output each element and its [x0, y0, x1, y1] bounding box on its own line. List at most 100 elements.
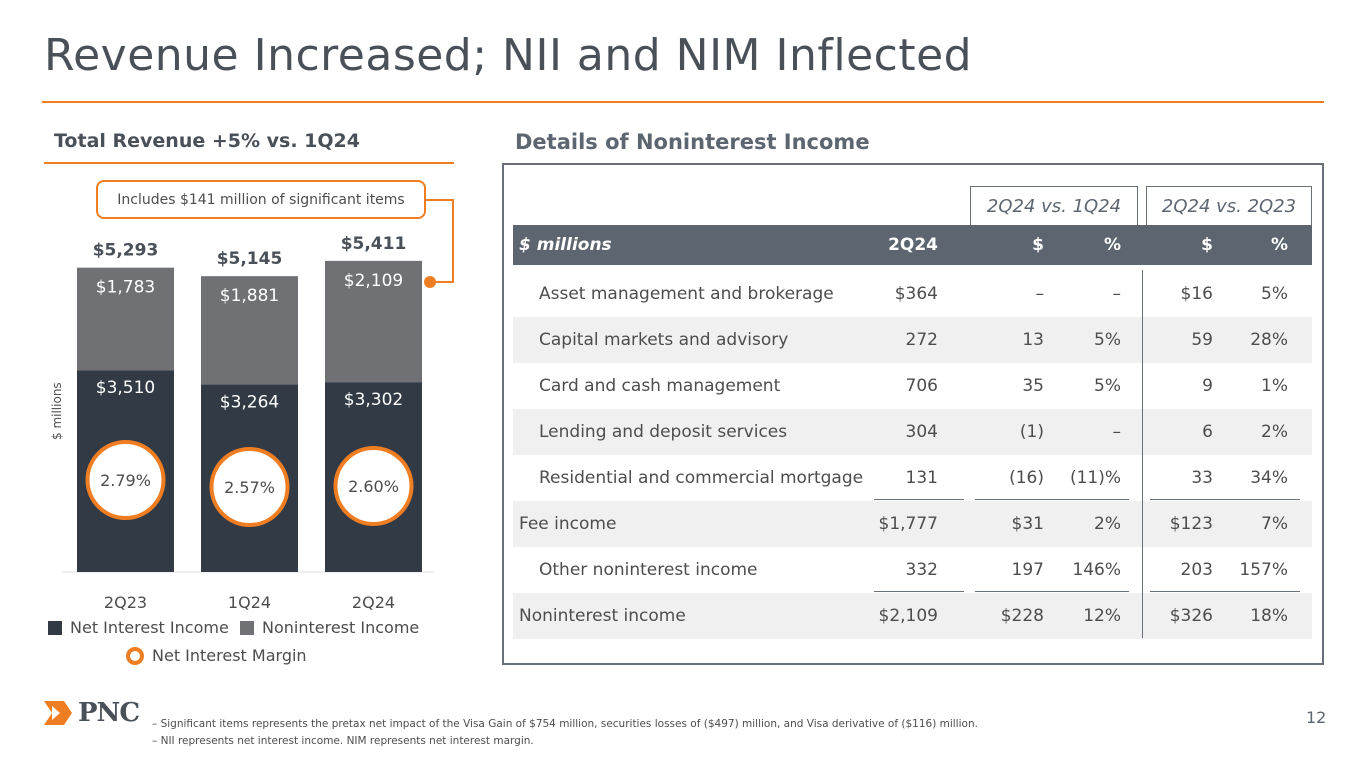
cell-pct-1q: (11)% [1069, 468, 1121, 488]
subtotal-underline [874, 499, 964, 500]
row-label: Capital markets and advisory [539, 330, 789, 350]
footnote-1: – Significant items represents the preta… [152, 718, 978, 730]
bar-noninterest [77, 267, 174, 371]
legend-noninterest-swatch [240, 620, 254, 635]
cell-2q24: 304 [905, 422, 938, 442]
header-units: $ millions [519, 235, 612, 255]
cell-dollar-2q: $123 [1169, 514, 1213, 534]
cell-dollar-1q: $31 [1011, 514, 1044, 534]
x-tick-label: 2Q23 [104, 593, 147, 612]
legend-nim-ring-icon [126, 646, 144, 665]
legend-nim: Net Interest Margin [126, 646, 307, 665]
legend-noninterest: Noninterest Income [240, 618, 419, 637]
cell-dollar-1q: – [1035, 284, 1045, 304]
x-tick-label: 2Q24 [352, 593, 395, 612]
cell-pct-1q: – [1112, 422, 1122, 442]
significant-items-callout: Includes $141 million of significant ite… [96, 180, 426, 219]
total-underline [874, 591, 964, 592]
cell-pct-1q: 5% [1094, 330, 1121, 350]
cell-pct-2q: 157% [1239, 560, 1288, 580]
cell-2q24: 332 [905, 560, 938, 580]
table-row-total: Noninterest income $2,109 $228 12% $326 … [513, 593, 1312, 639]
column-separator [1142, 270, 1143, 638]
table-row: Asset management and brokerage $364 – – … [513, 271, 1312, 317]
bar-nii-label: $3,510 [96, 378, 155, 398]
cell-dollar-1q: 197 [1011, 560, 1044, 580]
revenue-chart: $5,293 $1,783 $3,510 2.79% 2Q23 $5,145 $1,881 $… [62, 234, 434, 612]
cell-dollar-2q: 9 [1202, 376, 1213, 396]
bar-total-label: $5,145 [217, 249, 283, 269]
cell-dollar-1q: 13 [1022, 330, 1044, 350]
chart-heading-divider [44, 162, 454, 164]
callout-connector-dot [424, 276, 436, 288]
cell-dollar-1q: (1) [1019, 422, 1044, 442]
cell-pct-2q: 7% [1261, 514, 1288, 534]
table-row-subtotal: Fee income $1,777 $31 2% $123 7% [513, 501, 1312, 547]
row-label: Residential and commercial mortgage [539, 468, 864, 488]
cell-2q24: 131 [905, 468, 938, 488]
bar-nii-label: $3,302 [344, 390, 403, 410]
table-row: Lending and deposit services 304 (1) – 6… [513, 409, 1312, 455]
row-label: Lending and deposit services [539, 422, 788, 442]
bar-noninterest [201, 276, 298, 385]
bar-total-label: $5,293 [93, 241, 159, 261]
legend-nim-label: Net Interest Margin [152, 646, 307, 665]
cell-2q24: $364 [894, 284, 938, 304]
header-dollar-2q: $ [1201, 235, 1213, 255]
row-label: Card and cash management [539, 376, 781, 396]
legend-nii-label: Net Interest Income [70, 618, 229, 637]
bar-noninterest [325, 260, 422, 383]
cell-pct-2q: 2% [1261, 422, 1288, 442]
row-label: Noninterest income [519, 606, 686, 626]
row-label: Fee income [519, 514, 617, 534]
legend-nii-swatch [48, 620, 62, 635]
legend-nii: Net Interest Income [48, 618, 229, 637]
table-panel [502, 163, 1324, 665]
subtotal-underline [975, 499, 1129, 500]
cell-dollar-1q: $228 [1000, 606, 1044, 626]
pnc-logo-mark-icon [44, 701, 72, 725]
callout-connector [426, 199, 454, 201]
cell-2q24: 272 [905, 330, 938, 350]
cell-2q24: 706 [905, 376, 938, 396]
total-underline [975, 591, 1129, 592]
cell-pct-1q: 12% [1083, 606, 1121, 626]
pnc-logo-text: PNC [78, 698, 140, 728]
cell-pct-2q: 5% [1261, 284, 1288, 304]
bar-noninterest-label: $2,109 [344, 271, 403, 291]
group-header-vs-1q24: 2Q24 vs. 1Q24 [970, 186, 1138, 226]
header-2q24: 2Q24 [888, 235, 938, 255]
callout-connector [430, 281, 454, 283]
page-number: 12 [1306, 708, 1327, 727]
nim-label: 2.57% [224, 478, 275, 497]
cell-dollar-2q: 203 [1180, 560, 1213, 580]
table-heading: Details of Noninterest Income [515, 130, 870, 154]
group-header-vs-2q23: 2Q24 vs. 2Q23 [1146, 186, 1312, 226]
row-label: Asset management and brokerage [539, 284, 834, 304]
cell-dollar-2q: 33 [1191, 468, 1213, 488]
slide-title: Revenue Increased; NII and NIM Inflected [44, 30, 973, 81]
cell-dollar-2q: 59 [1191, 330, 1213, 350]
bar-nii-label: $3,264 [220, 392, 279, 412]
row-label: Other noninterest income [539, 560, 758, 580]
bar-noninterest-label: $1,881 [220, 286, 279, 306]
subtotal-underline [1150, 499, 1300, 500]
x-tick-label: 1Q24 [228, 593, 271, 612]
cell-2q24: $2,109 [878, 606, 938, 626]
cell-pct-1q: – [1112, 284, 1122, 304]
chart-heading: Total Revenue +5% vs. 1Q24 [54, 130, 360, 152]
cell-dollar-2q: $326 [1169, 606, 1213, 626]
nim-label: 2.60% [348, 477, 399, 496]
cell-pct-2q: 34% [1250, 468, 1288, 488]
cell-pct-2q: 28% [1250, 330, 1288, 350]
cell-pct-2q: 18% [1250, 606, 1288, 626]
callout-connector [452, 199, 454, 283]
bar-noninterest-label: $1,783 [96, 278, 155, 298]
header-pct-2q: % [1270, 235, 1288, 255]
cell-pct-2q: 1% [1261, 376, 1288, 396]
pnc-logo: PNC [42, 697, 140, 729]
nim-ring [333, 446, 414, 526]
table-row: Card and cash management 706 35 5% 9 1% [513, 363, 1312, 409]
table-row: Other noninterest income 332 197 146% 20… [513, 547, 1312, 593]
cell-dollar-2q: $16 [1180, 284, 1213, 304]
